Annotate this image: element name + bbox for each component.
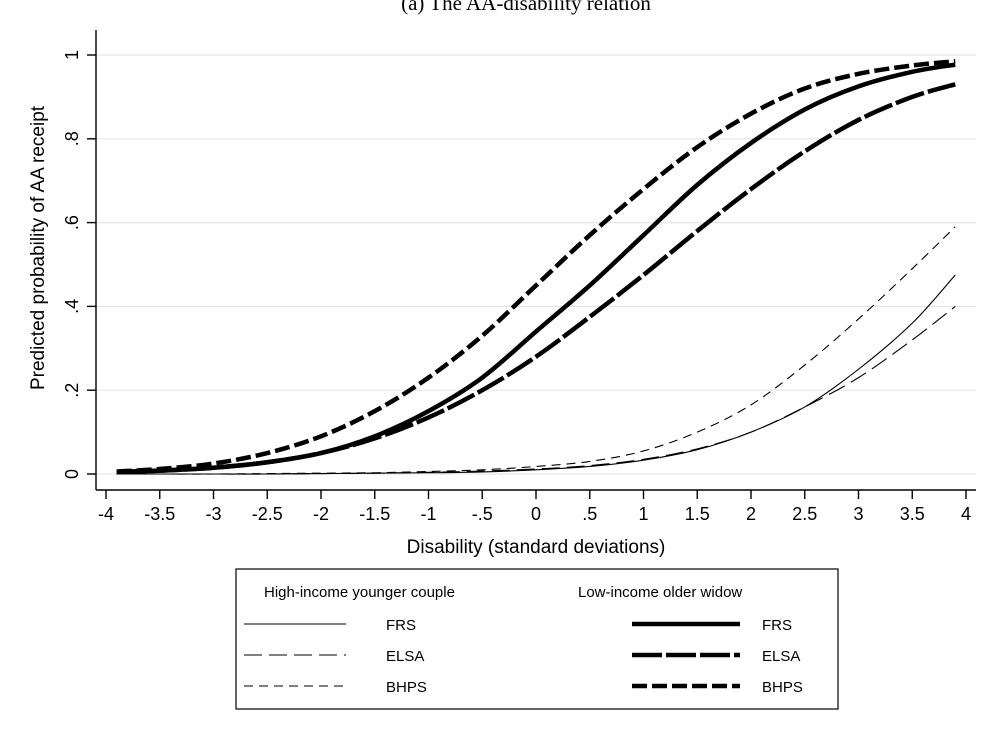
- y-tick-label: .6: [62, 215, 82, 230]
- legend-label: ELSA: [762, 648, 800, 665]
- x-tick-label: -3.5: [144, 504, 175, 524]
- x-tick-label: 1.5: [685, 504, 710, 524]
- x-tick-label: -1.5: [359, 504, 390, 524]
- x-tick-label: -2.5: [252, 504, 283, 524]
- y-tick-label: 0: [62, 469, 82, 479]
- x-tick-label: 1: [638, 504, 648, 524]
- legend-label: ELSA: [386, 648, 424, 665]
- series-line-frs-low-income: [116, 62, 956, 475]
- chart-title: (a) The AA-disability relation: [401, 0, 651, 15]
- legend-label: BHPS: [386, 679, 427, 696]
- legend-group-high-income: High-income younger couple: [264, 584, 455, 601]
- y-tick-label: .4: [62, 299, 82, 314]
- x-axis-label: Disability (standard deviations): [407, 537, 666, 558]
- y-tick-label: .8: [62, 131, 82, 146]
- x-tick-label: 2.5: [792, 504, 817, 524]
- y-tick-label: .2: [62, 383, 82, 398]
- x-tick-label: 3.5: [900, 504, 925, 524]
- x-tick-label: -1: [420, 504, 436, 524]
- legend-label: FRS: [762, 617, 792, 634]
- x-axis-ticks: -4 -3.5 -3 -2.5 -2 -1.5 -1 -.5 0 .5 1 1.5 2 2.5 3 3.5 4: [98, 490, 971, 524]
- x-tick-label: 4: [961, 504, 971, 524]
- legend: High-income younger couple Low-income ol…: [235, 568, 839, 710]
- legend-group-low-income: Low-income older widow: [578, 584, 742, 601]
- x-tick-label: 0: [531, 504, 541, 524]
- series-line-bhps-low-income: [116, 59, 956, 474]
- legend-label: FRS: [386, 617, 416, 634]
- x-tick-label: -3: [205, 504, 221, 524]
- legend-entries: FRS ELSA BHPS FRS ELSA BHPS: [244, 617, 803, 696]
- y-axis-label: Predicted probability of AA receipt: [28, 105, 49, 390]
- x-tick-label: 2: [746, 504, 756, 524]
- x-tick-label: -.5: [472, 504, 493, 524]
- y-tick-label: 1: [62, 50, 82, 60]
- x-tick-label: -4: [98, 504, 114, 524]
- plot-area: 0 .2 .4 .6 .8 1 -4 -3.5 -3 -2.5 -2 -1.5 -1 -.5 0 .5 1 1.…: [62, 30, 976, 524]
- x-tick-label: .5: [582, 504, 597, 524]
- y-axis-ticks: 0 .2 .4 .6 .8 1: [62, 50, 96, 479]
- series-line-bhps-high-income: [116, 226, 956, 475]
- legend-label: BHPS: [762, 679, 803, 696]
- x-tick-label: -2: [313, 504, 329, 524]
- series-lines: [116, 59, 956, 475]
- x-tick-label: 3: [853, 504, 863, 524]
